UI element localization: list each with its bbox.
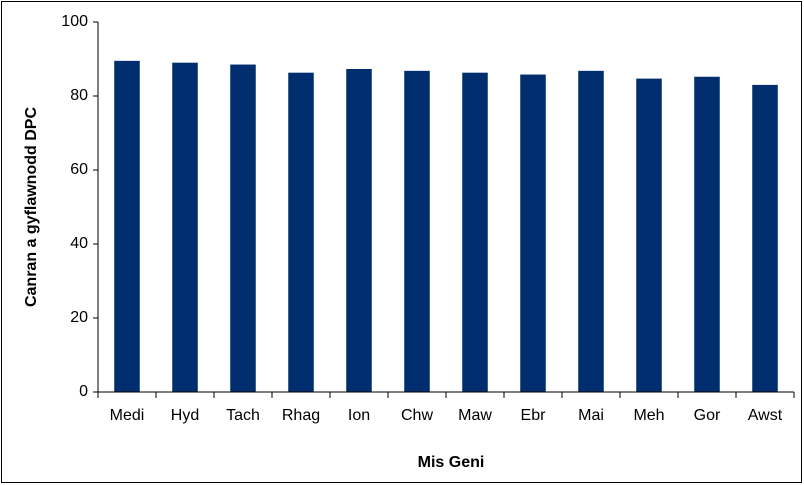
x-tick-label: Medi	[110, 407, 145, 424]
bar	[404, 70, 430, 392]
x-tick-label: Awst	[748, 407, 783, 424]
y-tick-label: 80	[70, 87, 88, 104]
x-tick-label: Mai	[578, 407, 604, 424]
bar	[462, 72, 488, 392]
bar	[230, 64, 256, 393]
x-axis-label: Mis Geni	[418, 454, 485, 471]
bar	[520, 74, 546, 392]
y-tick-label: 0	[79, 383, 88, 400]
x-tick-label: Ebr	[521, 407, 547, 424]
bar	[578, 70, 604, 392]
x-tick-label: Hyd	[171, 407, 199, 424]
y-axis-label: Canran a gyflawnodd DPC	[23, 107, 40, 307]
bar	[636, 78, 662, 393]
bar	[752, 84, 778, 393]
bar	[114, 60, 140, 392]
y-tick-label: 60	[70, 161, 88, 178]
x-tick-label: Maw	[458, 407, 492, 424]
bar	[288, 72, 314, 392]
x-tick-label: Meh	[633, 407, 664, 424]
x-tick-label: Chw	[401, 407, 433, 424]
x-tick-label: Ion	[348, 407, 370, 424]
x-tick-label: Tach	[226, 407, 260, 424]
x-tick-label: Rhag	[282, 407, 320, 424]
bar	[172, 62, 198, 392]
x-tick-label: Gor	[694, 407, 721, 424]
bar	[694, 76, 720, 392]
y-tick-label: 40	[70, 235, 88, 252]
bar	[346, 68, 372, 393]
y-tick-label: 100	[61, 13, 88, 30]
y-tick-label: 20	[70, 309, 88, 326]
